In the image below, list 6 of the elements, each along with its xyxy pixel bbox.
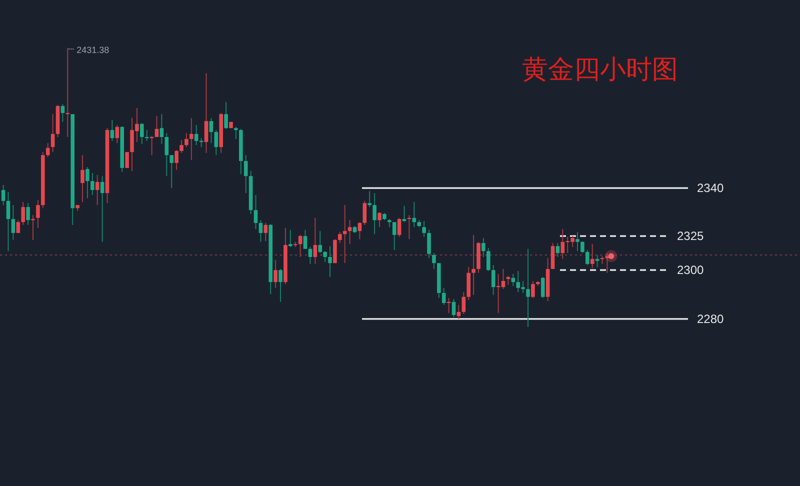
text: 2340 <box>697 181 724 196</box>
text: 2280 <box>697 312 724 326</box>
annotation: 2431.38 <box>76 45 110 55</box>
text: 2300 <box>677 263 704 278</box>
text: 2325 <box>677 229 704 244</box>
chart-title: 黄金四小时图 <box>522 55 678 85</box>
